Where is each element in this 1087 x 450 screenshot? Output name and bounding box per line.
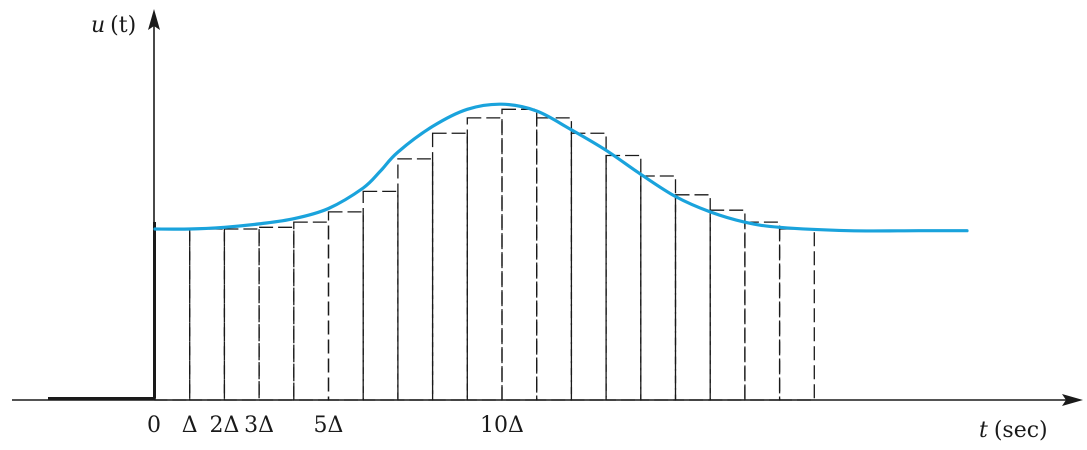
- pulse-9: [466, 117, 503, 401]
- pulse-14: [640, 175, 677, 401]
- tick-label-4: 5Δ: [314, 413, 344, 438]
- tick-label-1: Δ: [182, 413, 198, 438]
- pulse-11: [536, 117, 573, 401]
- pulse-16: [709, 209, 746, 401]
- tick-labels: 0 Δ 2Δ 3Δ 5Δ 10Δ: [147, 413, 524, 438]
- x-axis-arrow-icon: [1062, 394, 1083, 406]
- pulse-4: [293, 221, 330, 401]
- x-axis-label: t (sec): [979, 418, 1048, 443]
- pulse-7: [397, 158, 434, 401]
- pulse-8: [431, 132, 468, 401]
- tick-label-0: 0: [147, 413, 161, 438]
- pulse-5: [327, 211, 364, 401]
- pulse-15: [674, 194, 711, 401]
- y-axis-arrow-icon: [148, 9, 160, 30]
- pulse-1: [189, 228, 226, 401]
- pulse-12: [570, 132, 607, 401]
- pulse-13: [605, 154, 642, 401]
- pulse-2: [223, 228, 260, 401]
- pulse-3: [258, 226, 295, 401]
- tick-label-3: 3Δ: [244, 413, 274, 438]
- pulse-6: [362, 190, 399, 401]
- pulse-10: [501, 108, 538, 401]
- pulse-18: [778, 228, 815, 401]
- signal-curve: [153, 102, 969, 233]
- y-axis-label: u (t): [91, 13, 136, 38]
- pulse-17: [744, 221, 781, 401]
- pulse-0: [154, 228, 191, 401]
- tick-label-2: 2Δ: [209, 413, 239, 438]
- pulse-group: [154, 108, 815, 401]
- tick-label-5: 10Δ: [480, 413, 524, 438]
